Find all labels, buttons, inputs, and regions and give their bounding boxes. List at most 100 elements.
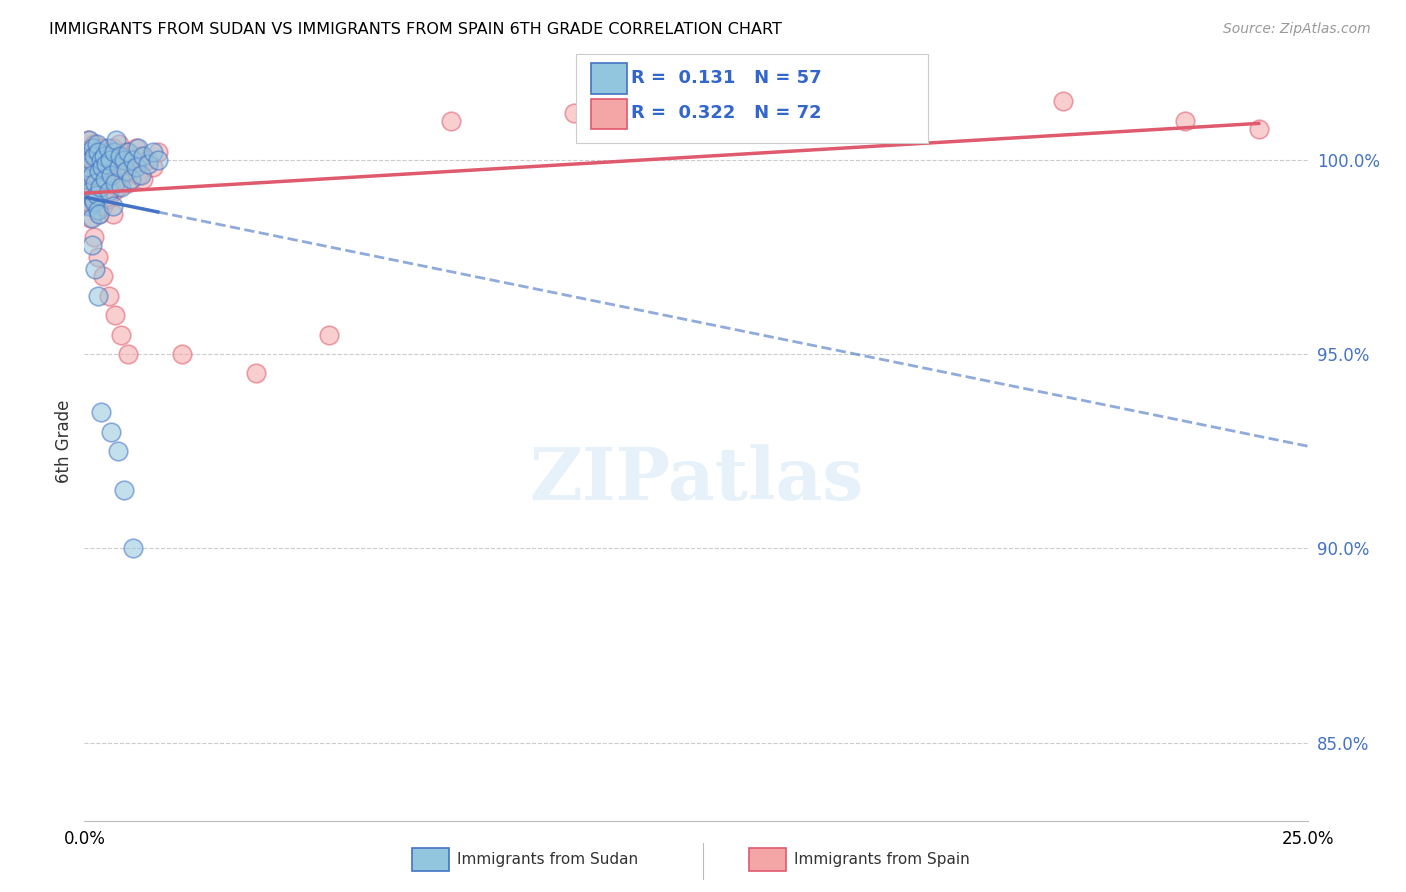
Point xyxy=(103,184,125,198)
Text: Immigrants from Spain: Immigrants from Spain xyxy=(794,853,970,867)
Point xyxy=(82,141,104,155)
Text: IMMIGRANTS FROM SUDAN VS IMMIGRANTS FROM SPAIN 6TH GRADE CORRELATION CHART: IMMIGRANTS FROM SUDAN VS IMMIGRANTS FROM… xyxy=(49,22,782,37)
Point xyxy=(101,207,124,221)
Point xyxy=(1052,95,1074,109)
Point xyxy=(100,168,122,182)
Point xyxy=(86,203,108,218)
Point xyxy=(132,149,155,163)
Text: Source: ZipAtlas.com: Source: ZipAtlas.com xyxy=(1223,22,1371,37)
Point xyxy=(86,187,108,202)
Point xyxy=(82,192,104,206)
Point xyxy=(91,141,114,155)
Point xyxy=(104,176,127,190)
Point xyxy=(101,141,124,155)
Point xyxy=(107,444,129,458)
Point xyxy=(93,149,115,163)
Text: Immigrants from Sudan: Immigrants from Sudan xyxy=(457,853,638,867)
Point xyxy=(172,347,194,361)
Point xyxy=(87,172,110,186)
Point xyxy=(91,161,114,175)
Point xyxy=(98,149,121,163)
Point xyxy=(77,199,100,213)
Point xyxy=(84,161,107,175)
Point xyxy=(80,238,103,252)
Point xyxy=(112,483,135,497)
Point xyxy=(125,141,148,155)
Point xyxy=(80,211,103,225)
Point xyxy=(94,153,117,167)
Point xyxy=(107,161,129,175)
Point xyxy=(127,141,149,155)
Text: R =  0.131   N = 57: R = 0.131 N = 57 xyxy=(631,69,823,87)
Point xyxy=(105,133,128,147)
Point xyxy=(82,176,104,190)
Point xyxy=(146,153,169,167)
Point xyxy=(146,145,169,159)
Point xyxy=(115,164,138,178)
Point xyxy=(83,192,105,206)
Point xyxy=(79,211,101,225)
Point xyxy=(112,153,135,167)
Point xyxy=(108,172,131,186)
Point xyxy=(112,164,135,178)
Point xyxy=(77,161,100,175)
Point xyxy=(89,149,111,163)
Point xyxy=(142,145,165,159)
Point xyxy=(98,153,121,167)
Point xyxy=(117,347,139,361)
Point xyxy=(97,145,120,159)
Point xyxy=(562,106,585,120)
Point xyxy=(80,184,103,198)
Point xyxy=(91,269,114,284)
Point xyxy=(87,179,110,194)
Point xyxy=(110,327,132,342)
Point xyxy=(77,172,100,186)
Point xyxy=(87,207,110,221)
Point xyxy=(127,168,149,182)
Text: R =  0.322   N = 72: R = 0.322 N = 72 xyxy=(631,104,823,122)
Point xyxy=(83,149,105,163)
Point xyxy=(101,199,124,213)
Point xyxy=(77,133,100,147)
Point xyxy=(87,207,110,221)
Point xyxy=(117,145,139,159)
Point xyxy=(77,153,100,167)
Point xyxy=(80,168,103,182)
Point xyxy=(76,133,98,147)
Point xyxy=(1174,113,1197,128)
Point xyxy=(76,161,98,175)
Point xyxy=(129,149,152,163)
Point xyxy=(87,250,110,264)
Point xyxy=(84,176,107,190)
Point xyxy=(117,176,139,190)
Point xyxy=(97,176,120,190)
Point xyxy=(110,179,132,194)
Point xyxy=(76,172,98,186)
Point xyxy=(97,192,120,206)
Point xyxy=(97,141,120,155)
Point xyxy=(84,261,107,276)
Point xyxy=(96,161,118,175)
Point xyxy=(86,172,108,186)
Point xyxy=(82,184,104,198)
Point xyxy=(77,195,100,210)
Point xyxy=(83,230,105,244)
Point xyxy=(90,164,112,178)
Point xyxy=(107,179,129,194)
Y-axis label: 6th Grade: 6th Grade xyxy=(55,400,73,483)
Point xyxy=(87,153,110,167)
Point xyxy=(94,172,117,186)
Point xyxy=(97,184,120,198)
Point xyxy=(103,145,125,159)
Point xyxy=(110,149,132,163)
Point xyxy=(83,137,105,152)
Point xyxy=(104,308,127,322)
Point xyxy=(97,289,120,303)
Point xyxy=(120,153,142,167)
Point xyxy=(115,145,138,159)
Point xyxy=(86,203,108,218)
Point xyxy=(87,289,110,303)
Point xyxy=(93,172,115,186)
Point xyxy=(105,161,128,175)
Point xyxy=(75,145,97,159)
